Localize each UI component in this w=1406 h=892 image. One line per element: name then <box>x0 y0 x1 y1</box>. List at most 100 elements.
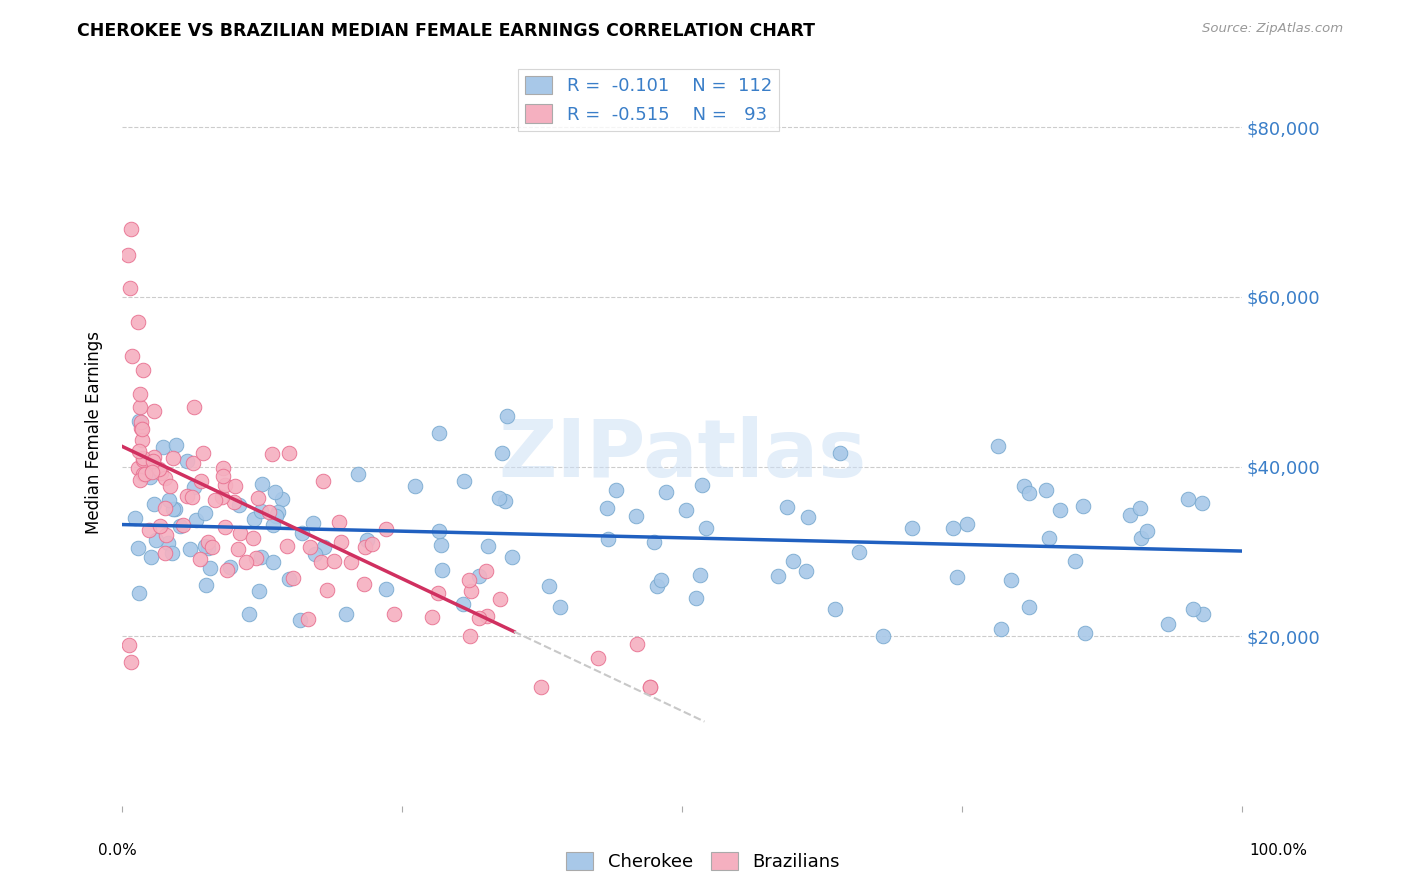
Point <box>685 591 707 606</box>
Point <box>1191 495 1213 509</box>
Point <box>491 446 513 460</box>
Point <box>430 563 453 577</box>
Point <box>155 500 177 515</box>
Point <box>276 540 298 554</box>
Point <box>183 400 205 414</box>
Point <box>872 629 894 643</box>
Point <box>1035 483 1057 498</box>
Point <box>131 415 153 429</box>
Point <box>262 555 284 569</box>
Point <box>460 583 482 598</box>
Point <box>340 556 363 570</box>
Point <box>262 447 284 461</box>
Point <box>420 610 443 624</box>
Point <box>1182 602 1205 616</box>
Point <box>215 563 238 577</box>
Point <box>129 401 152 415</box>
Point <box>127 461 149 475</box>
Point <box>312 474 335 488</box>
Point <box>530 680 553 694</box>
Point <box>218 560 240 574</box>
Point <box>157 493 180 508</box>
Point <box>643 535 665 549</box>
Point <box>129 474 152 488</box>
Point <box>132 451 155 466</box>
Point <box>176 489 198 503</box>
Point <box>1074 626 1097 640</box>
Point <box>1157 617 1180 632</box>
Point <box>149 518 172 533</box>
Point <box>475 565 498 579</box>
Point <box>250 550 273 565</box>
Point <box>290 525 312 540</box>
Point <box>211 490 233 504</box>
Point <box>212 460 235 475</box>
Point <box>942 520 965 534</box>
Point <box>117 247 139 261</box>
Point <box>193 539 215 553</box>
Point <box>141 465 163 479</box>
Point <box>315 582 337 597</box>
Point <box>309 555 332 569</box>
Point <box>297 612 319 626</box>
Point <box>197 534 219 549</box>
Point <box>142 404 165 418</box>
Point <box>475 608 498 623</box>
Point <box>214 478 236 492</box>
Point <box>128 444 150 458</box>
Point <box>1018 599 1040 614</box>
Point <box>188 552 211 566</box>
Point <box>242 531 264 545</box>
Point <box>197 541 219 555</box>
Point <box>830 446 852 460</box>
Point <box>1018 485 1040 500</box>
Point <box>605 483 627 498</box>
Point <box>1136 524 1159 539</box>
Point <box>945 569 967 583</box>
Point <box>429 538 451 552</box>
Point <box>155 528 177 542</box>
Point <box>162 501 184 516</box>
Point <box>190 474 212 488</box>
Point <box>453 475 475 489</box>
Point <box>375 522 398 536</box>
Point <box>277 446 299 460</box>
Point <box>181 456 204 470</box>
Point <box>288 613 311 627</box>
Point <box>987 439 1010 453</box>
Point <box>172 518 194 533</box>
Point <box>488 491 510 505</box>
Point <box>277 572 299 586</box>
Point <box>477 539 499 553</box>
Point <box>427 425 450 440</box>
Point <box>304 547 326 561</box>
Point <box>250 504 273 518</box>
Point <box>638 680 661 694</box>
Point <box>901 521 924 535</box>
Point <box>451 597 474 611</box>
Point <box>266 505 288 519</box>
Point <box>382 607 405 621</box>
Point <box>468 611 491 625</box>
Point <box>598 533 620 547</box>
Point <box>128 414 150 428</box>
Point <box>782 554 804 568</box>
Point <box>153 471 176 485</box>
Point <box>404 479 426 493</box>
Point <box>259 505 281 519</box>
Point <box>494 493 516 508</box>
Point <box>235 555 257 569</box>
Point <box>301 516 323 531</box>
Point <box>624 509 647 524</box>
Text: Source: ZipAtlas.com: Source: ZipAtlas.com <box>1202 22 1343 36</box>
Point <box>956 516 979 531</box>
Point <box>193 507 215 521</box>
Point <box>200 540 222 554</box>
Point <box>169 519 191 533</box>
Point <box>211 469 233 483</box>
Point <box>1014 479 1036 493</box>
Point <box>1000 574 1022 588</box>
Point <box>183 480 205 494</box>
Point <box>848 545 870 559</box>
Point <box>1177 491 1199 506</box>
